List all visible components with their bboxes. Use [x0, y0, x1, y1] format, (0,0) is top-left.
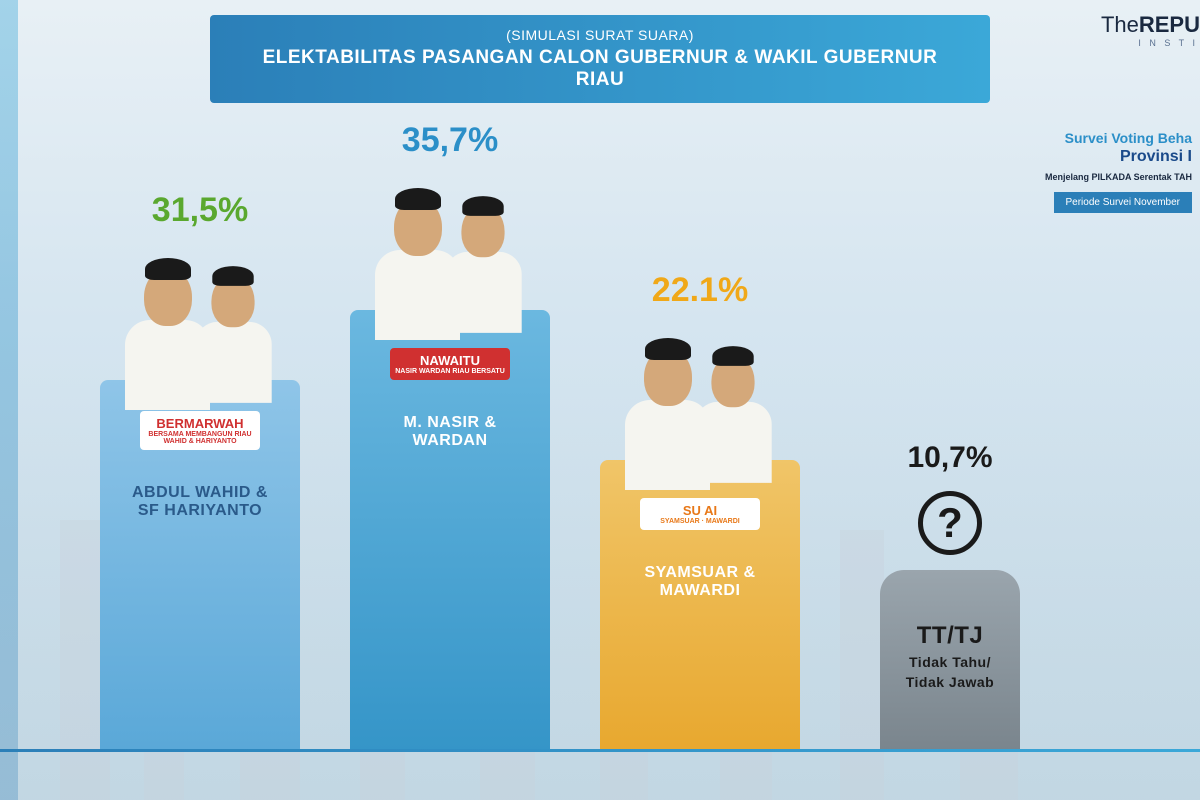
- survey-info-line1: Survei Voting Beha: [1020, 130, 1192, 146]
- candidate-photo: [600, 348, 800, 490]
- campaign-logo: BERMARWAHBERSAMA MEMBANGUN RIAU WAHID & …: [140, 411, 260, 450]
- brand-logo: TheREPU I N S T I: [1101, 12, 1200, 48]
- question-mark-icon: ?: [918, 491, 982, 555]
- campaign-logo: SU AISYAMSUAR · MAWARDI: [640, 498, 760, 530]
- percentage-label: 22.1%: [600, 271, 800, 310]
- candidate-name: M. NASIR &WARDAN: [350, 414, 550, 450]
- percentage-label: 10,7%: [880, 441, 1020, 475]
- percentage-label: 35,7%: [350, 121, 550, 160]
- brand-prefix: The: [1101, 12, 1139, 37]
- candidate-photo: [350, 198, 550, 340]
- brand-sub: I N S T I: [1101, 38, 1200, 48]
- percentage-label: 31,5%: [100, 191, 300, 230]
- header-banner: (SIMULASI SURAT SUARA) ELEKTABILITAS PAS…: [210, 15, 990, 103]
- header-title: ELEKTABILITAS PASANGAN CALON GUBERNUR & …: [240, 47, 960, 91]
- candidate-photo: [100, 268, 300, 410]
- chart-baseline: [0, 749, 1200, 752]
- survey-info-line2: Provinsi I: [1020, 148, 1192, 166]
- brand-main: REPU: [1139, 12, 1200, 37]
- header-subtitle: (SIMULASI SURAT SUARA): [240, 27, 960, 43]
- candidate-name: SYAMSUAR &MAWARDI: [600, 564, 800, 600]
- campaign-logo: NAWAITUNASIR WARDAN RIAU BERSATU: [390, 348, 510, 380]
- undecided-label: TT/TJTidak Tahu/Tidak Jawab: [880, 622, 1020, 690]
- candidate-name: ABDUL WAHID &SF HARIYANTO: [100, 484, 300, 520]
- bar-chart: 31,5% BERMARWAHBERSAMA MEMBANGUN RIAU WAH…: [60, 170, 1140, 750]
